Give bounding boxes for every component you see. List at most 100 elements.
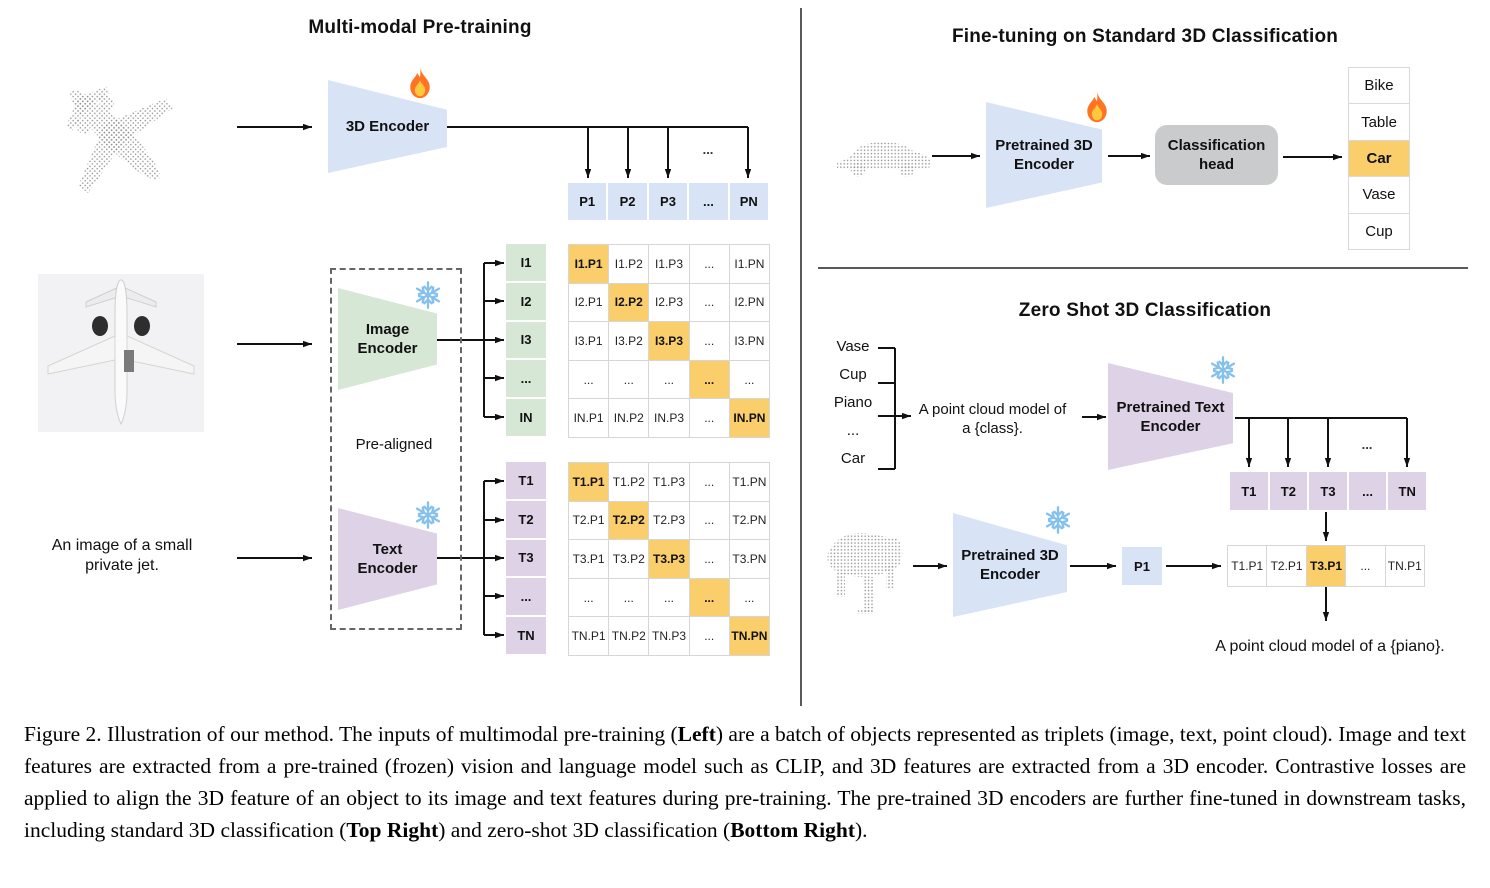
- i-label-cell: I3: [506, 321, 546, 359]
- classification-head-line1: Classification: [1167, 137, 1266, 154]
- matrix-cell: ...: [689, 463, 729, 501]
- pretrain-title: Multi-modal Pre-training: [308, 17, 532, 38]
- i-label-cell: ...: [506, 360, 546, 398]
- matrix-cell: I2.PN: [729, 283, 769, 322]
- matrix-cell: ...: [729, 578, 769, 617]
- matrix-cell: T3.P1: [569, 540, 609, 578]
- matrix-cell: T2.PN: [729, 501, 769, 540]
- matrix-cell: ...: [689, 322, 729, 360]
- classification-head-box: Classification head: [1155, 125, 1278, 185]
- matrix-cell: T2.P3: [649, 501, 689, 540]
- p-cell: P3: [648, 183, 688, 220]
- zeroshot-result-text: A point cloud model of a {piano}.: [1215, 638, 1445, 655]
- matrix-cell: T1.P2: [609, 463, 649, 501]
- fire-icon: [1082, 90, 1112, 129]
- matrix-cell: TN.P3: [649, 617, 689, 655]
- matrix-cell: ...: [689, 283, 729, 322]
- i-label-cell: I1: [506, 244, 546, 281]
- zs-class-item: Piano: [833, 394, 873, 411]
- matrix-cell: IN.P1: [569, 399, 609, 437]
- text-feature-labels: T1 T2 T3... TN: [506, 462, 546, 654]
- matrix-cell: ...: [569, 360, 609, 399]
- zs-class-item: Vase: [836, 338, 870, 355]
- class-cell: Vase: [1349, 177, 1409, 213]
- p-cell: P2: [608, 183, 647, 220]
- piano-point-cloud: [827, 532, 903, 614]
- class-cell: Cup: [1349, 213, 1409, 249]
- class-prediction-list: Bike Table Car Vase Cup: [1348, 67, 1410, 250]
- i-label-cell: IN: [506, 399, 546, 436]
- zeroshot-class-list: Vase Cup Piano ... Car: [828, 338, 878, 478]
- p-cell: PN: [729, 183, 768, 220]
- class-cell: Table: [1349, 104, 1409, 140]
- p1-feature-box: P1: [1122, 547, 1162, 585]
- finetune-3d-encoder-line1: Pretrained 3D: [995, 137, 1093, 154]
- finetune-title: Fine-tuning on Standard 3D Classificatio…: [951, 26, 1339, 47]
- i-label-cell: I2: [506, 282, 546, 320]
- matrix-cell: ...: [649, 578, 689, 617]
- text-input-line1: An image of a small: [51, 537, 193, 554]
- zeroshot-text-encoder-line2: Encoder: [1140, 417, 1201, 435]
- class-cell: Car: [1349, 140, 1409, 177]
- prompt-line2: a {class}.: [962, 420, 1023, 437]
- matrix-cell: ...: [689, 245, 729, 283]
- car-point-cloud: [837, 142, 931, 177]
- matrix-cell: T1.PN: [729, 463, 769, 501]
- prompt-template: A point cloud model of a {class}.: [905, 400, 1080, 438]
- matrix-cell: IN.PN: [729, 399, 769, 437]
- matrix-cell: I2.P1: [569, 283, 609, 322]
- t-label-cell: T3: [506, 539, 546, 577]
- classification-head-line2: head: [1198, 156, 1234, 173]
- jet-top-view: [47, 279, 195, 426]
- sim-cell: T1.P1: [1228, 546, 1267, 586]
- matrix-cell: TN.P2: [609, 617, 649, 655]
- text-input-line2: private jet.: [85, 557, 159, 574]
- zeroshot-3d-encoder-line1: Pretrained 3D: [961, 547, 1059, 564]
- matrix-cell: IN.P3: [649, 399, 689, 437]
- jet-image: [38, 274, 204, 432]
- matrix-cell: T3.P3: [649, 540, 689, 578]
- zs-class-item: Car: [840, 450, 866, 467]
- t-cell: T2: [1269, 472, 1308, 510]
- finetune-3d-encoder-line2: Encoder: [1013, 156, 1074, 173]
- zeroshot-3d-encoder-line2: Encoder: [979, 566, 1040, 583]
- text-input: An image of a small private jet.: [22, 536, 222, 576]
- matrix-cell: ...: [689, 540, 729, 578]
- t-cell: ...: [1348, 472, 1387, 510]
- matrix-cell: T3.P2: [609, 540, 649, 578]
- matrix-cell: TN.PN: [729, 617, 769, 655]
- text-encoder-label-line2: Encoder: [357, 560, 418, 577]
- matrix-cell: ...: [689, 399, 729, 437]
- class-cell: Bike: [1349, 68, 1409, 104]
- sim-cell: T3.P1: [1306, 546, 1346, 586]
- t-label-cell: T2: [506, 500, 546, 538]
- t-label-cell: TN: [506, 617, 546, 654]
- matrix-cell: T1.P3: [649, 463, 689, 501]
- t-cell: TN: [1388, 472, 1426, 510]
- fire-icon: [405, 66, 435, 105]
- matrix-cell: ...: [689, 617, 729, 655]
- sim-cell: TN.P1: [1385, 546, 1424, 586]
- matrix-cell: ...: [569, 578, 609, 617]
- matrix-cell: I3.P3: [649, 322, 689, 360]
- prompt-line1: A point cloud model of: [918, 401, 1067, 418]
- dots-above-pn: ...: [702, 142, 714, 157]
- matrix-cell: IN.P2: [609, 399, 649, 437]
- matrix-cell: ...: [609, 578, 649, 617]
- t-cell: T1: [1230, 472, 1268, 510]
- 3d-encoder-label: 3D Encoder: [345, 118, 430, 135]
- sim-cell: ...: [1346, 546, 1385, 586]
- matrix-cell: I1.P3: [649, 245, 689, 283]
- snowflake-icon: [1208, 355, 1238, 390]
- matrix-cell: ...: [689, 578, 729, 617]
- similarity-row: T1.P1 T2.P1 T3.P1... TN.P1: [1227, 545, 1425, 587]
- matrix-cell: ...: [729, 360, 769, 399]
- snowflake-icon: [413, 280, 443, 315]
- image-point-similarity-matrix: I1.P1 I1.P2 I1.P3... I1.PN I2.P1 I2.P2 I2.P3..…: [568, 244, 770, 438]
- airplane-point-cloud: [66, 86, 173, 193]
- prealigned-label: Pre-aligned: [355, 436, 433, 453]
- matrix-cell: T2.P1: [569, 501, 609, 540]
- matrix-cell: I3.P1: [569, 322, 609, 360]
- matrix-cell: I2.P3: [649, 283, 689, 322]
- image-feature-labels: I1 I2 I3... IN: [506, 244, 546, 436]
